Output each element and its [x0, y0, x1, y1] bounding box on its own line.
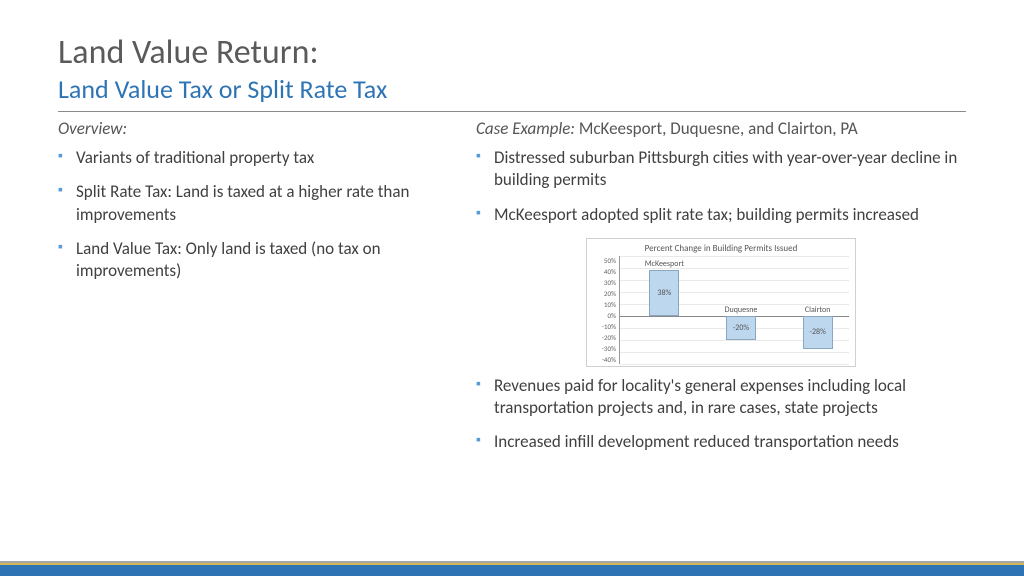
list-item: McKeesport adopted split rate tax; build…	[476, 204, 966, 226]
chart-plot: 38% McKeesport -20% Duquesne -28% Clairton	[619, 256, 849, 364]
slide: Land Value Return: Land Value Tax or Spl…	[0, 0, 1024, 576]
title-line2: Land Value Tax or Split Rate Tax	[58, 73, 966, 105]
list-item: Land Value Tax: Only land is taxed (no t…	[58, 238, 458, 282]
page-number: 13	[989, 551, 1000, 564]
list-item: Increased infill development reduced tra…	[476, 431, 966, 453]
list-item: Variants of traditional property tax	[58, 147, 458, 169]
chart-category-label: Clairton	[795, 305, 841, 315]
list-item: Revenues paid for locality's general exp…	[476, 375, 966, 419]
footer-stripe-blue	[0, 565, 1024, 576]
chart-bar-label: -28%	[795, 327, 841, 337]
case-list-bottom: Revenues paid for locality's general exp…	[476, 375, 966, 453]
right-column: Case Example: McKeesport, Duquesne, and …	[476, 118, 966, 465]
chart-bar-group: 38% McKeesport	[641, 256, 687, 364]
chart-category-label: Duquesne	[718, 305, 764, 315]
case-list-top: Distressed suburban Pittsburgh cities wi…	[476, 147, 966, 225]
chart-bar-group: -28% Clairton	[795, 256, 841, 364]
chart-bar-group: -20% Duquesne	[718, 256, 764, 364]
chart-title: Percent Change in Building Permits Issue…	[593, 243, 849, 254]
chart-category-label: McKeesport	[641, 259, 687, 269]
chart-body: 50%40%30%20%10%0%-10%-20%-30%-40% 38% McK…	[593, 256, 849, 364]
chart-y-axis: 50%40%30%20%10%0%-10%-20%-30%-40%	[593, 256, 619, 364]
footer	[0, 561, 1024, 576]
case-example-prefix: Case Example:	[476, 118, 575, 139]
overview-list: Variants of traditional property tax Spl…	[58, 147, 458, 281]
title-line1: Land Value Return:	[58, 34, 966, 71]
columns: Overview: Variants of traditional proper…	[58, 118, 966, 465]
permits-chart: Percent Change in Building Permits Issue…	[586, 238, 856, 367]
case-example-heading: Case Example: McKeesport, Duquesne, and …	[476, 118, 966, 139]
left-column: Overview: Variants of traditional proper…	[58, 118, 458, 465]
chart-bar-label: 38%	[641, 288, 687, 298]
case-example-location: McKeesport, Duquesne, and Clairton, PA	[575, 118, 858, 139]
list-item: Distressed suburban Pittsburgh cities wi…	[476, 147, 966, 191]
overview-heading: Overview:	[58, 118, 458, 139]
list-item: Split Rate Tax: Land is taxed at a highe…	[58, 181, 458, 225]
title-divider	[58, 111, 966, 112]
chart-bar-label: -20%	[718, 323, 764, 333]
